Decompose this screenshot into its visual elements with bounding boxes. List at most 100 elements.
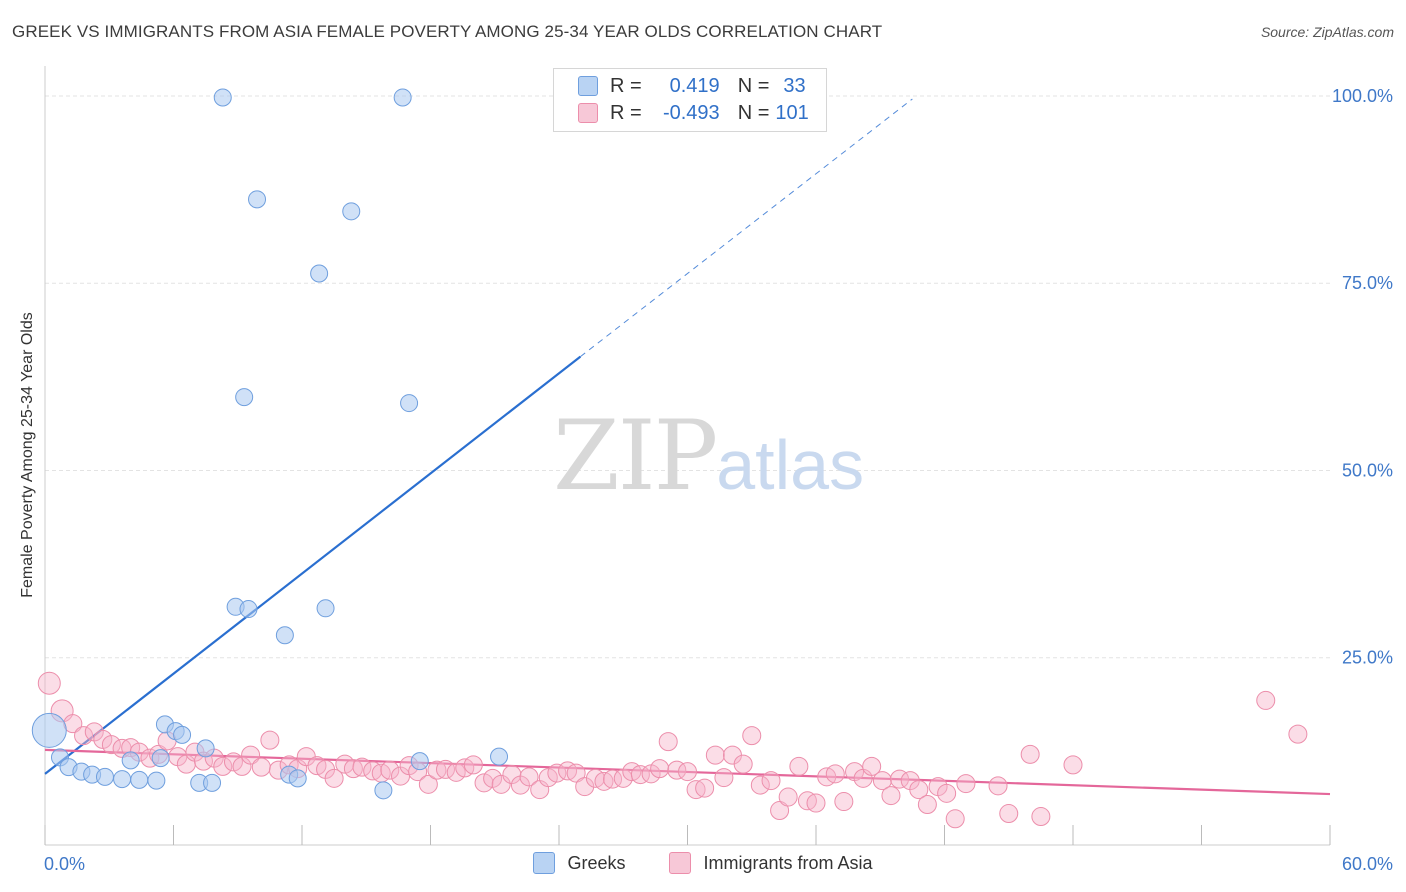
greeks-point: [113, 770, 132, 789]
asia-point: [714, 768, 734, 788]
asia-point: [770, 801, 790, 821]
greeks-legend-label: Greeks: [567, 852, 626, 873]
y-axis-label: Female Poverty Among 25-34 Year Olds: [19, 312, 36, 598]
greeks-point: [490, 747, 509, 766]
asia-point: [945, 809, 965, 829]
asia-point: [909, 780, 929, 800]
y-tick-label: 75.0%: [1342, 273, 1393, 293]
y-tick-label: 25.0%: [1342, 648, 1393, 668]
asia-point: [705, 745, 725, 765]
asia-point: [678, 762, 697, 782]
asia-point: [37, 671, 61, 695]
x-tick-label-min: 0.0%: [44, 854, 85, 874]
greeks-point: [173, 725, 192, 744]
asia-point: [251, 757, 271, 777]
greeks-point: [31, 712, 67, 748]
asia-legend-swatch: [669, 852, 692, 874]
asia-point: [937, 783, 957, 803]
asia-point: [761, 771, 781, 791]
x-tick-label-max: 60.0%: [1342, 854, 1393, 874]
asia-point: [1288, 724, 1308, 744]
asia-point: [789, 756, 809, 776]
greeks-point: [147, 771, 166, 790]
asia-point: [1063, 755, 1083, 775]
source-credit: Source: ZipAtlas.com: [1260, 24, 1394, 40]
asia-point: [101, 735, 121, 755]
asia-point: [380, 760, 400, 780]
asia-point: [213, 756, 233, 776]
asia-point: [352, 757, 372, 777]
asia-point: [695, 778, 715, 798]
r-label: R =: [610, 101, 642, 124]
asia-point: [862, 756, 882, 776]
greeks-point: [203, 773, 222, 792]
greeks-points: [31, 88, 509, 800]
asia-point: [575, 777, 595, 797]
asia-n-value: 101: [775, 101, 809, 124]
asia-legend-label: Immigrants from Asia: [703, 852, 873, 873]
greeks-point: [151, 749, 170, 768]
greeks-point: [248, 190, 267, 209]
asia-point: [566, 763, 586, 783]
legend-item-greeks: Greeks: [533, 852, 625, 874]
greeks-point: [275, 626, 294, 645]
greeks-point: [121, 751, 140, 770]
asia-point: [519, 767, 539, 787]
asia-point: [435, 759, 455, 779]
asia-point: [650, 759, 670, 779]
watermark-atlas: atlas: [716, 426, 865, 504]
asia-point: [474, 773, 494, 793]
asia-point: [742, 726, 762, 746]
asia-point: [241, 745, 261, 765]
greeks-legend-swatch: [533, 852, 556, 874]
correlation-legend: R = 0.419 N = 33 R = -0.493 N = 101: [553, 68, 827, 132]
asia-point: [463, 755, 483, 775]
watermark: ZIPatlas: [553, 400, 864, 512]
y-tick-label: 50.0%: [1342, 460, 1393, 480]
asia-points: [37, 671, 1308, 829]
asia-point: [446, 762, 466, 782]
greeks-point: [393, 88, 412, 107]
watermark-zip: ZIP: [553, 400, 718, 512]
asia-point: [223, 752, 243, 772]
asia-point: [260, 730, 280, 750]
asia-point: [733, 754, 753, 774]
x-tick-labels: 0.0% 60.0%: [44, 854, 1393, 874]
greeks-point: [288, 769, 307, 788]
asia-point: [872, 771, 892, 791]
asia-point: [825, 764, 845, 784]
x-axis-ticks: [44, 825, 1331, 845]
n-label: N =: [737, 101, 770, 124]
greeks-point: [374, 781, 393, 800]
asia-point: [917, 795, 937, 815]
greeks-point: [410, 752, 429, 771]
greeks-point: [400, 394, 419, 413]
asia-point: [1020, 744, 1040, 764]
greeks-point: [316, 599, 335, 618]
asia-point: [603, 769, 623, 789]
greeks-trend-line: [44, 355, 582, 775]
greeks-point: [235, 388, 254, 407]
asia-point: [491, 774, 511, 794]
greeks-swatch: [578, 76, 598, 96]
greeks-n-value: 33: [783, 74, 806, 97]
n-label: N =: [737, 74, 770, 97]
asia-point: [74, 726, 94, 746]
asia-swatch: [578, 103, 598, 123]
asia-point: [418, 774, 438, 794]
legend-row-greeks: R = 0.419 N = 33: [578, 74, 806, 98]
y-tick-labels: 25.0% 50.0% 75.0% 100.0%: [1332, 86, 1393, 668]
asia-point: [834, 792, 854, 812]
asia-point: [999, 804, 1019, 824]
greeks-point: [342, 202, 361, 221]
asia-point: [630, 765, 650, 785]
greeks-point: [196, 739, 215, 758]
asia-point: [1256, 690, 1276, 710]
asia-r-value: -0.493: [662, 101, 720, 124]
r-label: R =: [610, 74, 642, 97]
greeks-point: [95, 767, 114, 786]
legend-item-asia: Immigrants from Asia: [669, 852, 873, 874]
legend-row-asia: R = -0.493 N = 101: [578, 101, 809, 125]
asia-point: [750, 775, 770, 795]
